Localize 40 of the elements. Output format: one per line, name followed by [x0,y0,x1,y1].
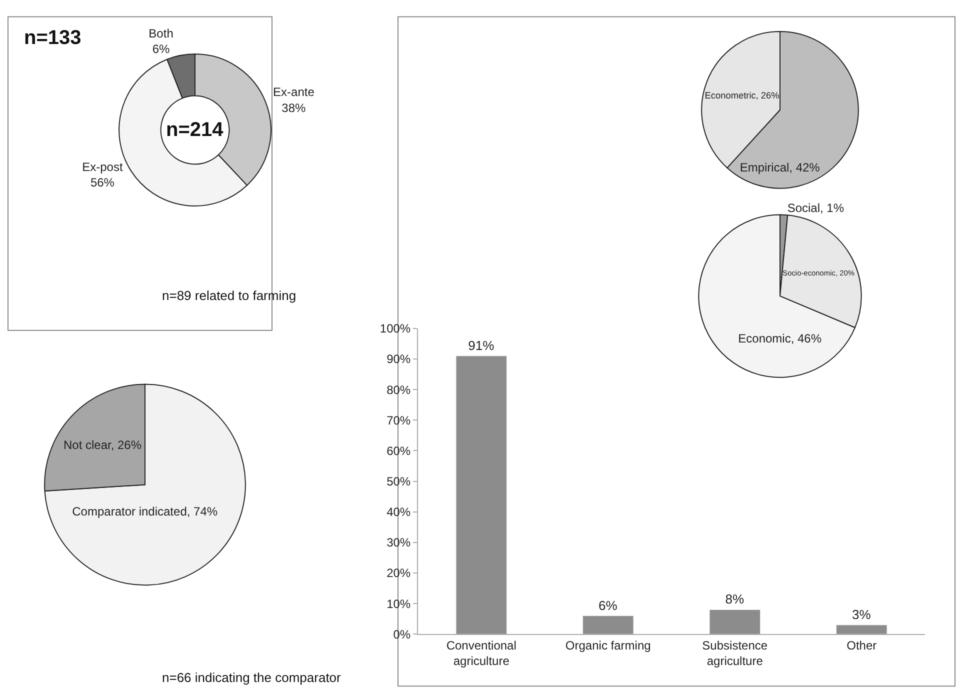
bar [582,616,634,634]
y-tick-label: 70% [386,413,411,428]
slice-label: Comparator indicated, 74% [72,504,218,518]
data-label: 3% [852,606,872,622]
data-label: 56% [90,176,115,190]
text: n=89 related to farming [162,288,296,303]
data-label: 38% [282,100,306,115]
y-tick-label: 60% [386,444,411,458]
y-tick-label: 20% [386,566,411,580]
x-tick-label: Organic farming [565,638,651,653]
slice-label: Empirical, 42% [740,160,820,175]
y-tick-label: 30% [386,536,411,550]
bar [836,624,888,634]
slice-label: Both [148,26,174,40]
slice-label: Econometric, 26% [704,90,780,100]
data-label: 6% [598,598,618,613]
y-tick-label: 40% [386,505,411,520]
slice-label: Not clear, 26% [63,438,142,452]
data-label: 91% [468,338,495,353]
text: n=214 [166,119,224,141]
text: n=66 indicating the comparator [162,670,342,685]
y-tick-label: 10% [386,596,411,611]
slice-label: Social, 1% [787,200,844,215]
bar [456,356,507,634]
slice-label: Ex-post [82,160,124,174]
slice-label: Economic, 46% [738,331,822,346]
x-tick-label: Other [846,638,877,653]
y-tick-label: 0% [393,627,411,642]
data-label: 6% [152,42,170,56]
slice-label: Ex-ante [273,85,315,100]
y-tick-label: 100% [380,322,411,336]
x-tick-label: Subsistence agriculture [702,638,768,668]
x-tick-label: Conventional agriculture [446,638,516,668]
bar [709,609,760,634]
y-tick-label: 50% [386,474,411,488]
pie-slice [44,384,246,586]
y-tick-label: 80% [386,382,411,397]
data-label: 8% [725,592,744,607]
text: n=133 [24,27,82,49]
y-tick-label: 90% [386,352,411,366]
